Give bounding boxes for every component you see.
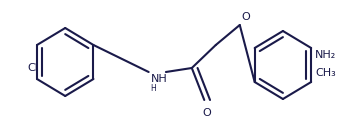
Text: NH₂: NH₂	[315, 50, 336, 60]
Text: CH₃: CH₃	[315, 68, 336, 78]
Text: Cl: Cl	[28, 63, 39, 73]
Text: O: O	[242, 12, 250, 22]
Text: O: O	[203, 108, 212, 118]
Text: NH: NH	[150, 74, 167, 84]
Text: H: H	[150, 84, 156, 93]
